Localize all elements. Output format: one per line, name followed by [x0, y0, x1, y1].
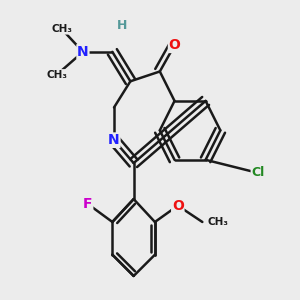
Text: O: O [172, 199, 184, 213]
Text: Cl: Cl [251, 167, 265, 179]
Text: H: H [117, 19, 128, 32]
Text: F: F [83, 197, 93, 211]
Text: N: N [108, 133, 120, 147]
Text: O: O [169, 38, 181, 52]
Text: CH₃: CH₃ [51, 24, 72, 34]
Text: N: N [77, 45, 89, 59]
Text: CH₃: CH₃ [46, 70, 67, 80]
Text: CH₃: CH₃ [207, 217, 228, 227]
